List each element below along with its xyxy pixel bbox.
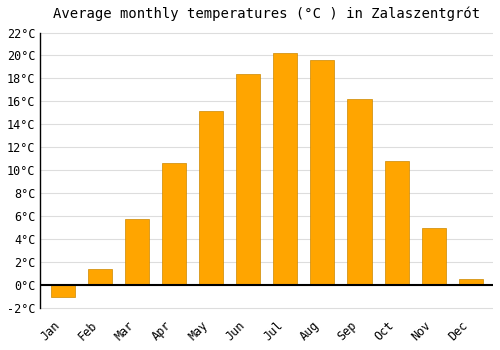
Bar bbox=[50, 285, 74, 297]
Bar bbox=[384, 161, 408, 285]
Bar bbox=[199, 111, 223, 285]
Bar bbox=[162, 163, 186, 285]
Bar bbox=[422, 228, 446, 285]
Bar bbox=[88, 269, 112, 285]
Bar bbox=[310, 60, 334, 285]
Bar bbox=[458, 279, 483, 285]
Title: Average monthly temperatures (°C ) in Zalaszentgrót: Average monthly temperatures (°C ) in Za… bbox=[53, 7, 480, 21]
Bar bbox=[124, 218, 149, 285]
Bar bbox=[273, 53, 297, 285]
Bar bbox=[348, 99, 372, 285]
Bar bbox=[236, 74, 260, 285]
